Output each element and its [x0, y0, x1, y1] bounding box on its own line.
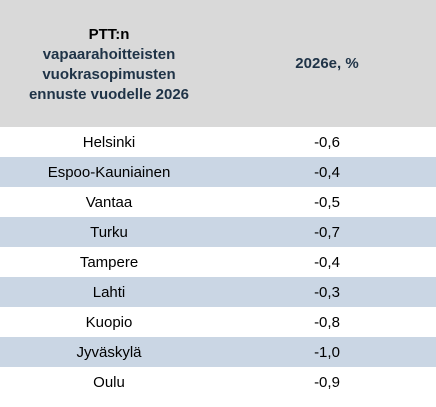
table-row: Espoo-Kauniainen -0,4 [0, 157, 436, 187]
city-cell: Lahti [92, 283, 126, 301]
value-cell: -0,8 [314, 313, 340, 331]
header-subtitle-line: ennuste vuodelle 2026 [28, 86, 190, 103]
header-value-column: 2026e, % [295, 55, 359, 72]
header-subtitle-line: vuokrasopimusten [42, 66, 176, 83]
header-title: PTT:n [88, 26, 130, 43]
value-cell: -0,7 [314, 223, 340, 241]
table-row: Kuopio -0,8 [0, 307, 436, 337]
value-cell: -0,4 [314, 163, 340, 181]
table-row: Turku -0,7 [0, 217, 436, 247]
value-cell: -1,0 [314, 343, 340, 361]
city-cell: Kuopio [85, 313, 133, 331]
city-cell: Tampere [79, 253, 139, 271]
value-cell: -0,3 [314, 283, 340, 301]
value-cell: -0,5 [314, 193, 340, 211]
header-subtitle-line: vapaarahoitteisten [42, 46, 176, 63]
table-row: Jyväskylä -1,0 [0, 337, 436, 367]
table-row: Helsinki -0,6 [0, 127, 436, 157]
city-cell: Oulu [93, 373, 125, 391]
table-row: Tampere -0,4 [0, 247, 436, 277]
city-cell: Espoo-Kauniainen [47, 163, 171, 181]
forecast-table: PTT:n vapaarahoitteisten vuokrasopimuste… [0, 0, 436, 397]
table-row: Vantaa -0,5 [0, 187, 436, 217]
header-title-cell: PTT:n vapaarahoitteisten vuokrasopimuste… [0, 0, 218, 127]
city-cell: Turku [90, 223, 128, 241]
value-cell: -0,4 [314, 253, 340, 271]
table-header: PTT:n vapaarahoitteisten vuokrasopimuste… [0, 0, 436, 127]
city-cell: Helsinki [82, 133, 136, 151]
value-cell: -0,9 [314, 373, 340, 391]
city-cell: Vantaa [85, 193, 133, 211]
value-cell: -0,6 [314, 133, 340, 151]
city-cell: Jyväskylä [76, 343, 142, 361]
table-row: Oulu -0,9 [0, 367, 436, 397]
table-row: Lahti -0,3 [0, 277, 436, 307]
